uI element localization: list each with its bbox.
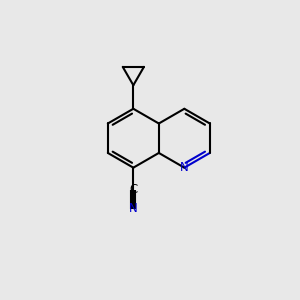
Text: N: N: [129, 202, 138, 215]
Text: C: C: [129, 183, 137, 196]
Text: N: N: [180, 161, 189, 174]
